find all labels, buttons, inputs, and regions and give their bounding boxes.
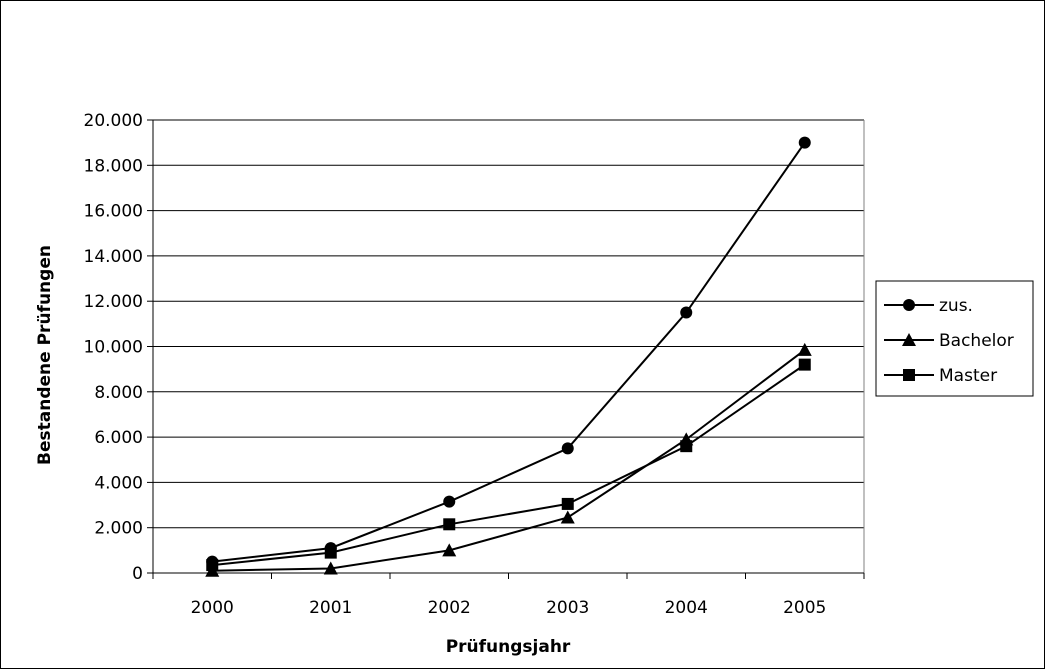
legend-label: zus. xyxy=(939,296,973,316)
y-tick-label: 4.000 xyxy=(94,473,143,493)
data-point xyxy=(206,559,219,572)
y-tick-label: 10.000 xyxy=(84,338,143,358)
data-point xyxy=(561,497,574,510)
legend: zus. Bachelor Master xyxy=(875,280,1034,397)
legend-item: Master xyxy=(884,366,997,386)
y-tick-label: 18.000 xyxy=(84,156,143,176)
x-tick-label: 2000 xyxy=(191,598,234,618)
series-2 xyxy=(206,358,811,572)
series-1 xyxy=(205,342,812,577)
x-tick-label: 2001 xyxy=(309,598,352,618)
y-axis-ticks: 0 2.000 4.000 6.000 8.000 10.000 12.000 14.000 1… xyxy=(84,111,153,584)
legend-label: Master xyxy=(939,366,997,386)
y-tick-label: 0 xyxy=(132,564,143,584)
x-axis-title: Prüfungsjahr xyxy=(446,637,571,657)
data-point xyxy=(797,342,812,356)
y-tick-label: 20.000 xyxy=(84,111,143,131)
x-tick-label: 2002 xyxy=(428,598,471,618)
data-point xyxy=(798,136,811,149)
x-tick-label: 2004 xyxy=(665,598,708,618)
y-tick-label: 2.000 xyxy=(94,519,143,539)
data-point xyxy=(443,495,456,508)
legend-marker xyxy=(903,299,915,311)
x-axis-ticks: 2000 2001 2002 2003 2004 2005 xyxy=(152,573,865,618)
legend-item: Bachelor xyxy=(884,331,1014,351)
data-point xyxy=(561,442,574,455)
y-tick-label: 12.000 xyxy=(84,292,143,312)
gridlines xyxy=(153,119,864,529)
y-tick-label: 8.000 xyxy=(94,383,143,403)
y-tick-label: 6.000 xyxy=(94,428,143,448)
data-point xyxy=(443,518,456,531)
data-point xyxy=(680,440,693,453)
legend-label: Bachelor xyxy=(939,331,1014,351)
y-tick-label: 16.000 xyxy=(84,202,143,222)
data-point xyxy=(442,543,457,557)
legend-item: zus. xyxy=(884,296,973,316)
y-axis-title: Bestandene Prüfungen xyxy=(35,245,55,465)
data-point xyxy=(323,561,338,575)
data-point xyxy=(798,358,811,371)
legend-marker xyxy=(902,333,916,346)
legend-box xyxy=(875,280,1034,397)
y-tick-label: 14.000 xyxy=(84,247,143,267)
data-point xyxy=(680,306,693,319)
legend-marker xyxy=(903,369,915,381)
series-line xyxy=(212,349,806,572)
data-point xyxy=(560,510,575,524)
x-tick-label: 2003 xyxy=(546,598,589,618)
data-point xyxy=(324,546,337,559)
series-0 xyxy=(206,136,811,568)
series-line xyxy=(212,142,806,563)
series-layer xyxy=(205,136,812,577)
series-line xyxy=(212,363,806,567)
x-tick-label: 2005 xyxy=(783,598,826,618)
